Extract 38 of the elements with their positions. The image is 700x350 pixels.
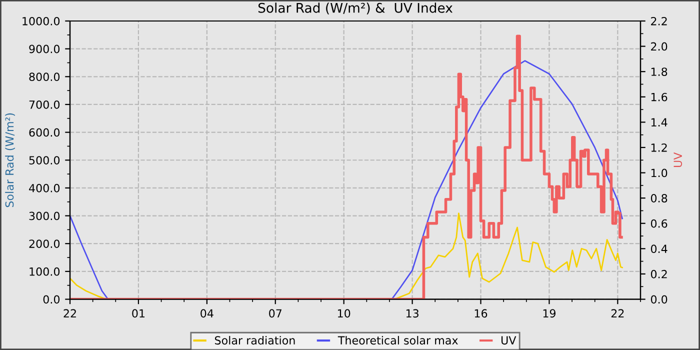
- y2-tick-label: 1.0: [651, 168, 668, 178]
- y2-tick-label: 2.0: [651, 42, 668, 51]
- legend-label: Theoretical solar max: [338, 336, 458, 345]
- legend-label: UV: [501, 336, 516, 345]
- y2-tick-label: 0.4: [650, 244, 668, 254]
- chart-title: Solar Rad (W/m²) & UV Index: [258, 2, 452, 14]
- y2-tick-label: 1.6: [651, 92, 668, 102]
- y2-tick-label: 0.2: [650, 270, 667, 278]
- y2-tick-label: 0.0: [650, 295, 668, 304]
- y-tick-label: 600.0: [29, 128, 60, 137]
- x-tick-label: 22: [611, 309, 624, 318]
- y-tick-label: 500.0: [29, 156, 60, 165]
- y-tick-label: 400.0: [29, 184, 60, 192]
- x-tick-label: 13: [406, 309, 418, 318]
- x-tick-label: 16: [474, 309, 488, 318]
- legend-label: Solar radiation: [214, 336, 295, 345]
- y-tick-label: 700.0: [29, 100, 60, 109]
- x-tick-label: 19: [543, 309, 556, 318]
- y2-tick-label: 1.2: [651, 143, 667, 152]
- x-tick-label: 04: [200, 309, 214, 318]
- x-tick-label: 22: [64, 309, 76, 318]
- y-tick-label: 900.0: [29, 44, 60, 54]
- y2-tick-label: 1.4: [651, 118, 668, 126]
- y2-tick-label: 0.8: [650, 194, 668, 202]
- y-tick-label: 200.0: [29, 240, 60, 248]
- y-tick-label: 800.0: [29, 72, 60, 82]
- y-axis-title: Solar Rad (W/m²): [5, 113, 15, 208]
- y-tick-label: 1000.0: [22, 16, 60, 26]
- y-tick-label: 100.0: [30, 267, 60, 276]
- y-tick-label: 0.0: [43, 295, 60, 304]
- x-tick-label: 07: [269, 309, 282, 318]
- y2-tick-label: 0.6: [650, 219, 668, 228]
- y2-tick-label: 1.8: [651, 68, 668, 76]
- y2-axis-title: UV: [674, 152, 682, 168]
- y-tick-label: 300.0: [29, 212, 60, 220]
- x-tick-label: 01: [132, 309, 145, 318]
- y2-tick-label: 2.2: [651, 16, 667, 26]
- x-tick-label: 10: [338, 309, 350, 318]
